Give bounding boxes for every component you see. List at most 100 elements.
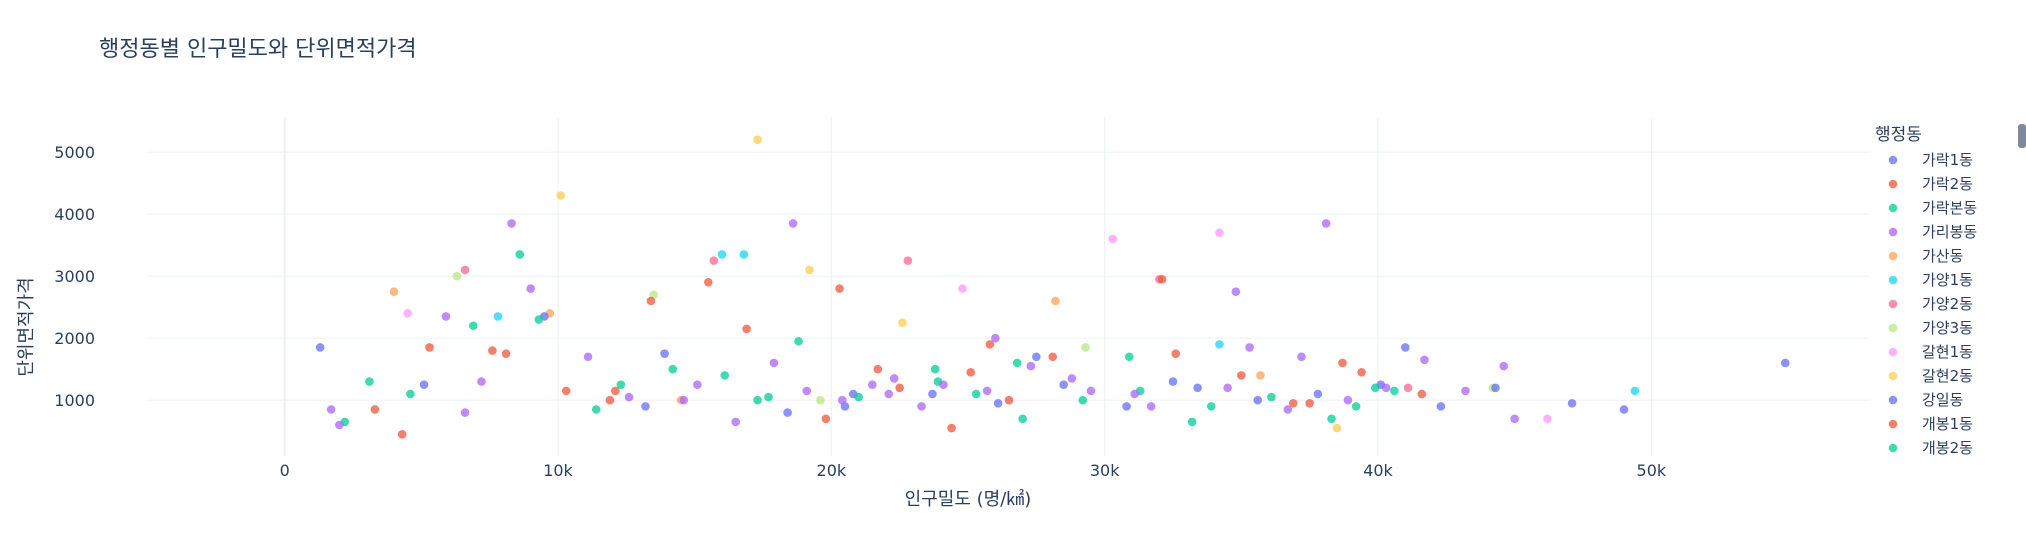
data-point[interactable] bbox=[1420, 355, 1429, 365]
data-point[interactable] bbox=[917, 402, 926, 411]
data-point[interactable] bbox=[739, 250, 749, 259]
data-point[interactable] bbox=[403, 309, 412, 318]
data-point[interactable] bbox=[1327, 414, 1336, 424]
data-point[interactable] bbox=[1059, 380, 1068, 389]
data-point[interactable] bbox=[895, 383, 904, 393]
legend-marker[interactable] bbox=[1888, 251, 1898, 261]
data-point[interactable] bbox=[1124, 352, 1134, 362]
data-point[interactable] bbox=[488, 346, 497, 355]
data-point[interactable] bbox=[641, 402, 650, 411]
data-point[interactable] bbox=[854, 392, 863, 402]
data-point[interactable] bbox=[889, 374, 899, 383]
data-point[interactable] bbox=[1081, 343, 1090, 352]
data-point[interactable] bbox=[1078, 395, 1088, 405]
data-point[interactable] bbox=[389, 287, 399, 296]
legend-item-label[interactable]: 가리봉동 bbox=[1922, 223, 1977, 241]
data-point[interactable] bbox=[709, 256, 719, 265]
data-point[interactable] bbox=[898, 318, 907, 327]
data-point[interactable] bbox=[1146, 402, 1156, 411]
data-point[interactable] bbox=[611, 386, 620, 396]
data-points[interactable] bbox=[315, 135, 1790, 439]
data-point[interactable] bbox=[993, 398, 1003, 408]
data-point[interactable] bbox=[660, 349, 669, 358]
legend-marker[interactable] bbox=[1888, 347, 1898, 357]
legend-scrollbar[interactable] bbox=[2018, 124, 2026, 148]
legend-marker[interactable] bbox=[1888, 227, 1898, 237]
data-point[interactable] bbox=[1338, 358, 1347, 368]
data-point[interactable] bbox=[397, 429, 407, 439]
data-point[interactable] bbox=[1187, 417, 1197, 427]
data-point[interactable] bbox=[468, 321, 478, 331]
data-point[interactable] bbox=[1332, 423, 1342, 433]
data-point[interactable] bbox=[1619, 405, 1629, 414]
data-point[interactable] bbox=[794, 336, 803, 346]
data-point[interactable] bbox=[1206, 402, 1216, 411]
data-point[interactable] bbox=[460, 265, 470, 275]
legend-item-label[interactable]: 가양1동 bbox=[1922, 271, 1973, 289]
legend-marker[interactable] bbox=[1888, 203, 1898, 213]
data-point[interactable] bbox=[365, 377, 374, 386]
data-point[interactable] bbox=[460, 408, 470, 417]
data-point[interactable] bbox=[370, 405, 380, 414]
legend-marker[interactable] bbox=[1888, 443, 1898, 453]
data-point[interactable] bbox=[720, 371, 730, 380]
data-point[interactable] bbox=[1436, 402, 1446, 411]
data-point[interactable] bbox=[930, 364, 940, 374]
data-point[interactable] bbox=[335, 420, 344, 430]
data-point[interactable] bbox=[1256, 371, 1265, 380]
legend-item-label[interactable]: 가락본동 bbox=[1922, 199, 1977, 217]
data-point[interactable] bbox=[1401, 343, 1410, 352]
data-point[interactable] bbox=[939, 380, 948, 389]
data-point[interactable] bbox=[1051, 296, 1060, 306]
data-point[interactable] bbox=[1004, 395, 1014, 405]
data-point[interactable] bbox=[419, 380, 429, 389]
data-point[interactable] bbox=[873, 364, 883, 374]
data-point[interactable] bbox=[1215, 228, 1224, 238]
data-point[interactable] bbox=[1343, 395, 1353, 405]
data-point[interactable] bbox=[1491, 383, 1500, 393]
data-point[interactable] bbox=[1461, 386, 1470, 396]
data-point[interactable] bbox=[1390, 386, 1399, 396]
data-point[interactable] bbox=[668, 364, 678, 374]
data-point[interactable] bbox=[616, 380, 626, 389]
legend-item-label[interactable]: 강일동 bbox=[1922, 391, 1964, 409]
data-point[interactable] bbox=[315, 343, 325, 352]
data-point[interactable] bbox=[1321, 219, 1331, 228]
data-point[interactable] bbox=[1417, 389, 1427, 399]
data-point[interactable] bbox=[991, 333, 1000, 343]
data-point[interactable] bbox=[816, 395, 825, 405]
data-point[interactable] bbox=[1122, 402, 1131, 411]
data-point[interactable] bbox=[753, 135, 762, 145]
data-point[interactable] bbox=[868, 380, 877, 389]
data-point[interactable] bbox=[441, 312, 451, 321]
data-point[interactable] bbox=[985, 340, 995, 349]
data-point[interactable] bbox=[477, 377, 486, 386]
data-point[interactable] bbox=[971, 389, 981, 399]
data-point[interactable] bbox=[1215, 340, 1224, 349]
data-point[interactable] bbox=[1297, 352, 1306, 362]
data-point[interactable] bbox=[966, 367, 976, 377]
legend-marker[interactable] bbox=[1888, 419, 1898, 429]
data-point[interactable] bbox=[1780, 358, 1790, 368]
data-point[interactable] bbox=[1237, 371, 1246, 380]
data-point[interactable] bbox=[1630, 386, 1640, 396]
data-point[interactable] bbox=[753, 395, 762, 405]
data-point[interactable] bbox=[1012, 358, 1022, 368]
data-point[interactable] bbox=[1171, 349, 1181, 358]
data-point[interactable] bbox=[1223, 383, 1232, 393]
data-point[interactable] bbox=[1543, 414, 1552, 424]
data-point[interactable] bbox=[501, 349, 511, 358]
legend-item-label[interactable]: 가양2동 bbox=[1922, 295, 1973, 313]
data-point[interactable] bbox=[1357, 367, 1366, 377]
data-point[interactable] bbox=[1499, 361, 1509, 371]
data-point[interactable] bbox=[1403, 383, 1413, 393]
data-point[interactable] bbox=[1026, 361, 1036, 371]
data-point[interactable] bbox=[764, 392, 773, 402]
data-point[interactable] bbox=[493, 312, 503, 321]
data-point[interactable] bbox=[1305, 398, 1314, 408]
data-point[interactable] bbox=[884, 389, 894, 399]
data-point[interactable] bbox=[704, 278, 713, 287]
data-point[interactable] bbox=[1193, 383, 1202, 393]
data-point[interactable] bbox=[452, 271, 462, 281]
data-point[interactable] bbox=[693, 380, 702, 389]
